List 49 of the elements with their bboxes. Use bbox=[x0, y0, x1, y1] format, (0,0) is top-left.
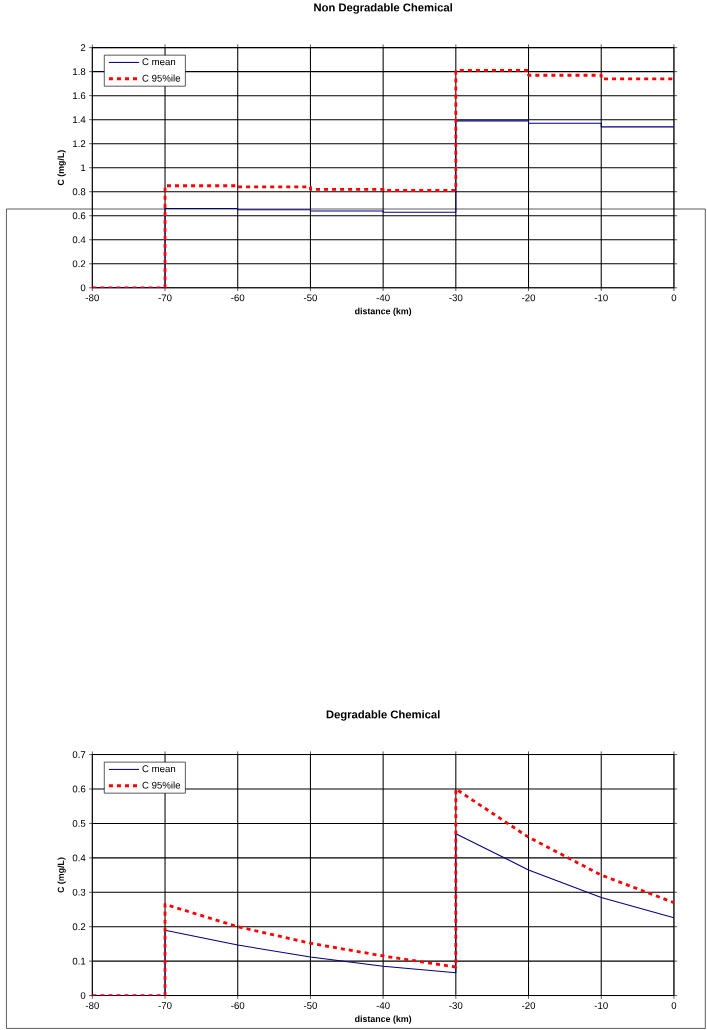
x-tick-label: -60 bbox=[231, 294, 245, 302]
legend-label: C 95%ile bbox=[142, 781, 181, 789]
legend-label: C 95%ile bbox=[142, 74, 181, 82]
y-tick-label: 2 bbox=[80, 44, 86, 51]
x-axis-title: distance (km) bbox=[355, 307, 412, 317]
x-tick-label: -20 bbox=[522, 1002, 536, 1009]
y-tick-label: 0.6 bbox=[72, 785, 86, 793]
y-tick-label: 0.2 bbox=[72, 260, 86, 268]
x-tick-label: -50 bbox=[303, 1002, 318, 1009]
y-axis-title: C (mg/L) bbox=[57, 150, 66, 186]
y-tick-label: 0.3 bbox=[72, 888, 86, 896]
x-axis-title: distance (km) bbox=[355, 1015, 412, 1024]
x-tick-label: -70 bbox=[158, 294, 172, 302]
y-tick-label: 1.2 bbox=[73, 140, 86, 148]
x-tick-label: -30 bbox=[449, 294, 463, 302]
y-tick-label: 0.6 bbox=[72, 212, 86, 220]
x-tick-label: -10 bbox=[594, 294, 608, 302]
x-tick-label: -30 bbox=[449, 1002, 463, 1009]
y-axis-title: C (mg/L) bbox=[57, 857, 66, 893]
legend-label: C mean bbox=[142, 765, 176, 773]
x-tick-label: 0 bbox=[671, 1002, 677, 1009]
y-tick-label: 0.4 bbox=[72, 854, 86, 862]
y-tick-label: 0 bbox=[80, 284, 86, 292]
x-tick-label: 0 bbox=[671, 294, 677, 302]
y-tick-label: 0 bbox=[80, 992, 86, 999]
x-tick-label: -70 bbox=[158, 1002, 172, 1009]
y-tick-label: 0.5 bbox=[72, 820, 86, 827]
x-tick-label: -40 bbox=[376, 294, 390, 302]
y-tick-label: 0.8 bbox=[72, 188, 86, 196]
line-series bbox=[92, 69, 674, 288]
x-tick-label: -10 bbox=[594, 1002, 608, 1009]
y-tick-label: 0.4 bbox=[72, 236, 86, 244]
x-tick-label: -20 bbox=[522, 294, 536, 302]
y-tick-label: 1.4 bbox=[73, 116, 86, 123]
y-tick-label: 1.6 bbox=[73, 92, 86, 100]
y-tick-label: 0.7 bbox=[72, 751, 86, 758]
x-tick-label: -60 bbox=[231, 1002, 245, 1009]
y-tick-label: 0.1 bbox=[72, 957, 86, 965]
chart-title: Non Degradable Chemical bbox=[314, 3, 453, 14]
line-series bbox=[92, 787, 674, 996]
x-tick-label: -50 bbox=[303, 294, 318, 302]
y-tick-label: 0.2 bbox=[72, 923, 86, 931]
x-tick-label: -80 bbox=[85, 1002, 99, 1009]
legend-label: C mean bbox=[142, 58, 176, 66]
chart-title: Degradable Chemical bbox=[326, 710, 440, 721]
x-tick-label: -40 bbox=[376, 1002, 390, 1009]
y-tick-label: 1 bbox=[81, 164, 86, 172]
x-tick-label: -80 bbox=[85, 294, 99, 302]
y-tick-label: 1.8 bbox=[73, 68, 86, 76]
